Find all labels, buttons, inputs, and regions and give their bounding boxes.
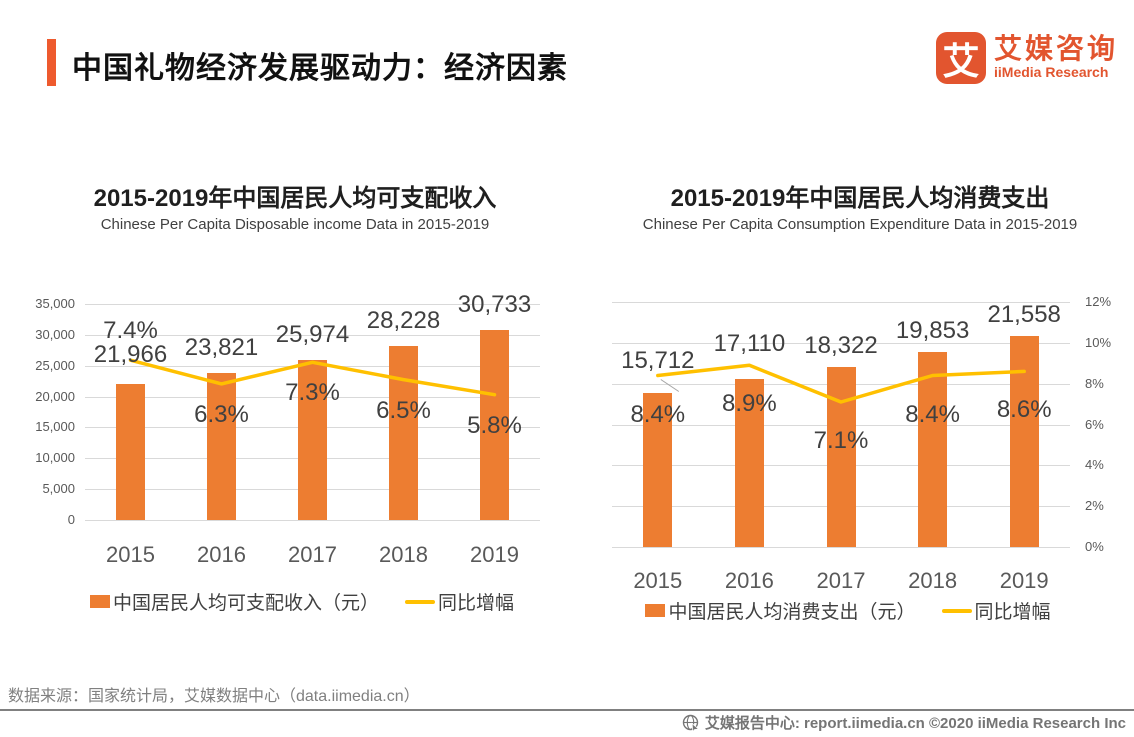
label-leader-line <box>660 379 680 392</box>
y-axis-tick-label: 10% <box>1085 334 1112 350</box>
y-axis-tick-label: 10,000 <box>35 450 75 466</box>
growth-rate-label: 8.4% <box>905 400 960 428</box>
x-axis-label: 2017 <box>288 542 337 567</box>
growth-rate-label: 8.4% <box>630 400 686 428</box>
growth-rate-label: 6.3% <box>194 400 249 428</box>
bar-value-label: 30,733 <box>457 291 532 319</box>
y-axis-tick-label: 15,000 <box>35 419 75 435</box>
bar-2015 <box>643 393 673 547</box>
legend-item-bar-series: 中国居民人均消费支出（元） <box>645 597 916 624</box>
footer-credit: 艾媒报告中心: report.iimedia.cn ©2020 iiMedia … <box>682 712 1126 733</box>
chart-subtitle: Chinese Per Capita Consumption Expenditu… <box>642 216 1078 233</box>
gridline <box>85 304 540 305</box>
legend-label: 同比增幅 <box>438 593 515 614</box>
y-axis-tick-label: 25,000 <box>35 357 75 373</box>
bar-2016 <box>207 373 236 520</box>
x-axis-label: 2015 <box>106 542 155 567</box>
x-axis-label: 2018 <box>908 568 958 593</box>
legend-item-line-series: 同比增幅 <box>405 588 514 615</box>
growth-rate-label: 7.3% <box>285 379 340 407</box>
y-axis-tick-label: 0% <box>1085 539 1104 554</box>
chart-title: 2015-2019年中国居民人均消费支出 <box>670 185 1050 212</box>
legend-item-bar-series: 中国居民人均可支配收入（元） <box>89 588 379 615</box>
legend-label: 中国居民人均可支配收入（元） <box>112 593 379 614</box>
y-axis-tick-label: 30,000 <box>35 326 75 342</box>
logo-name-en: iiMedia Research <box>994 64 1109 80</box>
bar-2017 <box>826 367 856 547</box>
gridline <box>612 547 1070 548</box>
y-axis-tick-label: 5,000 <box>42 481 75 497</box>
legend-label: 中国居民人均消费支出（元） <box>668 602 916 623</box>
y-axis-tick-label: 4% <box>1085 457 1104 473</box>
logo-mark-icon: 艾 <box>936 32 986 84</box>
line-series-swatch <box>405 599 435 604</box>
growth-rate-label: 7.4% <box>103 317 158 345</box>
bar-value-label: 18,322 <box>804 332 878 360</box>
y-axis-tick-label: 12% <box>1085 294 1112 309</box>
x-axis-label: 2019 <box>470 542 519 567</box>
x-axis-label: 2016 <box>724 568 774 593</box>
page-title: 中国礼物经济发展驱动力：经济因素 <box>72 52 568 85</box>
y-axis-tick-label: 0 <box>67 512 75 527</box>
footer-divider <box>0 709 1134 711</box>
growth-rate-label: 7.1% <box>813 427 869 454</box>
bar-2018 <box>389 345 418 520</box>
y-axis-tick-label: 6% <box>1085 416 1104 432</box>
iimedia-logo: 艾 艾媒咨询 iiMedia Research <box>936 32 1118 84</box>
gridline <box>85 520 540 521</box>
y-axis-tick-label: 35,000 <box>35 296 75 311</box>
chart-legend: 中国居民人均可支配收入（元） 同比增幅 <box>0 588 622 615</box>
x-axis-label: 2018 <box>379 542 428 567</box>
bar-value-label: 21,966 <box>93 341 168 369</box>
gridline <box>85 334 540 336</box>
x-axis-label: 2015 <box>633 568 683 593</box>
logo-name-cn: 艾媒咨询 <box>994 33 1119 64</box>
bar-2018 <box>918 352 948 547</box>
bar-value-label: 17,110 <box>713 330 786 358</box>
chart-title: 2015-2019年中国居民人均可支配收入 <box>93 185 497 212</box>
legend-item-line-series: 同比增幅 <box>941 597 1051 624</box>
bar-value-label: 21,558 <box>987 300 1061 328</box>
growth-rate-label: 8.6% <box>996 396 1052 424</box>
y-axis-tick-label: 20,000 <box>35 388 75 404</box>
bar-series-swatch <box>89 595 110 608</box>
bar-series-swatch <box>645 604 666 617</box>
x-axis-label: 2019 <box>999 568 1049 593</box>
gridline <box>612 342 1070 344</box>
bar-2015 <box>116 384 145 520</box>
bar-value-label: 19,853 <box>895 317 970 345</box>
bar-value-label: 28,228 <box>366 306 441 334</box>
logo-mark-glyph: 艾 <box>942 41 980 82</box>
legend-label: 同比增幅 <box>974 602 1051 623</box>
logo-text: 艾媒咨询 iiMedia Research <box>994 32 1118 80</box>
x-axis-label: 2017 <box>816 568 866 593</box>
x-axis-label: 2016 <box>197 542 246 567</box>
growth-rate-label: 8.9% <box>722 390 777 418</box>
chart-subtitle: Chinese Per Capita Disposable income Dat… <box>100 216 490 233</box>
bar-2019 <box>1009 335 1039 547</box>
bar-value-label: 23,821 <box>184 334 259 361</box>
source-note: 数据来源：国家统计局，艾媒数据中心（data.iimedia.cn） <box>8 688 420 705</box>
footer-credit-text: 艾媒报告中心: report.iimedia.cn ©2020 iiMedia … <box>704 715 1126 732</box>
title-accent-bar <box>47 39 56 86</box>
growth-rate-label: 6.5% <box>376 396 431 424</box>
growth-rate-label: 5.8% <box>467 411 522 439</box>
line-series-swatch <box>941 608 972 613</box>
y-axis-tick-label: 8% <box>1085 375 1104 391</box>
globe-cursor-icon <box>682 714 700 732</box>
chart-legend: 中国居民人均消费支出（元） 同比增幅 <box>528 597 1134 624</box>
y-axis-tick-label: 2% <box>1085 498 1104 514</box>
bar-2016 <box>734 379 764 547</box>
gridline <box>612 302 1070 303</box>
bar-value-label: 25,974 <box>275 320 350 348</box>
bar-value-label: 15,712 <box>621 346 695 374</box>
